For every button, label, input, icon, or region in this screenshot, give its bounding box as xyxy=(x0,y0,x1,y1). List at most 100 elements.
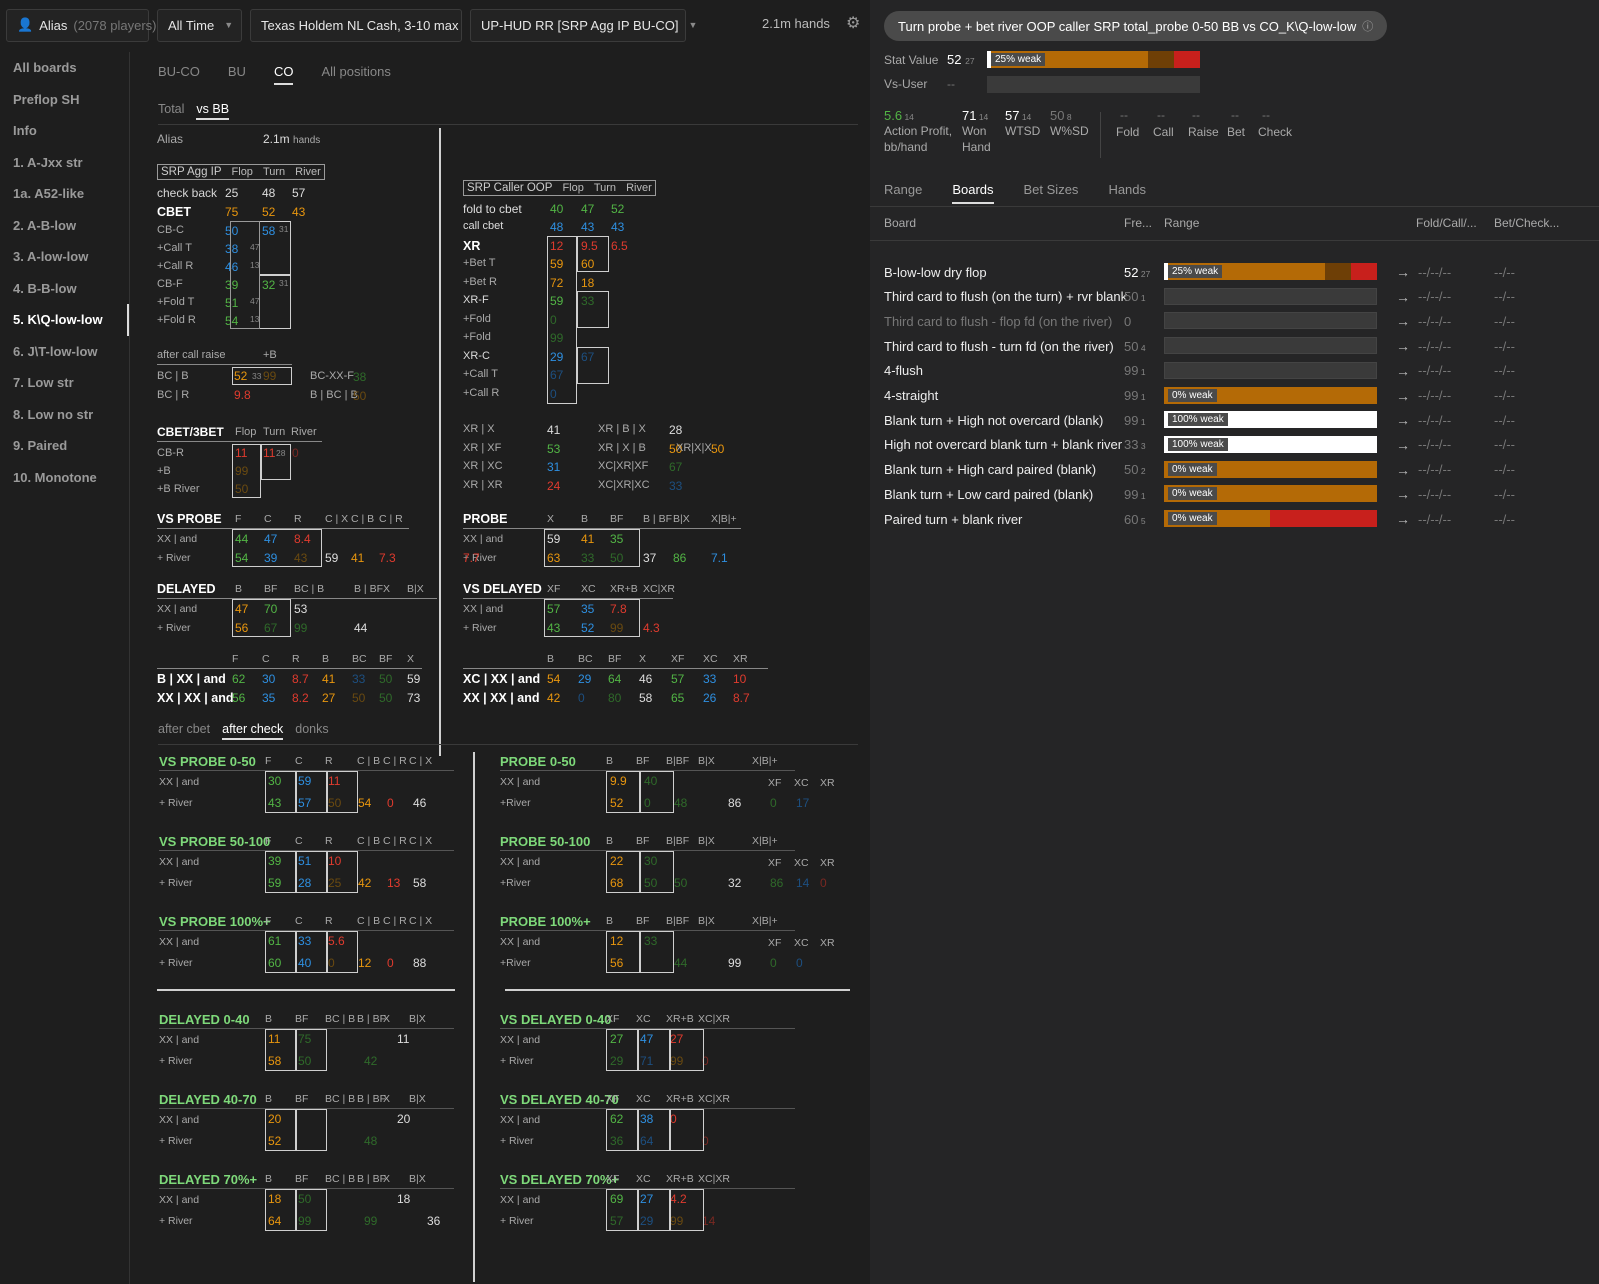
section-title: after call raise xyxy=(157,349,226,361)
arrow-right-icon[interactable]: → xyxy=(1396,313,1410,330)
value: 30 xyxy=(644,854,658,868)
row-label: BC | R xyxy=(157,389,190,401)
section-title: CBET/3BET xyxy=(157,425,224,439)
tab-after[interactable]: after check xyxy=(222,722,284,740)
row-label: +Call R xyxy=(463,386,500,399)
metric-value: 50 8 xyxy=(1050,108,1130,123)
stat-value: 52 27 xyxy=(947,52,975,67)
value: 36 xyxy=(427,1214,441,1228)
sidebar-item[interactable]: 10. Monotone xyxy=(13,469,97,485)
arrow-right-icon[interactable]: → xyxy=(1396,511,1410,527)
tab-detail[interactable]: Range xyxy=(884,182,923,197)
board-row[interactable]: Paired turn + blank river 60 5 0% weak → --/… xyxy=(884,507,1584,531)
row-label: XR | X | B xyxy=(598,441,646,454)
board-row[interactable]: B-low-low dry flop 52 27 25% weak → --/--/--… xyxy=(884,260,1584,284)
highlight-box xyxy=(640,851,674,893)
time-filter[interactable]: All Time ▼ xyxy=(157,8,242,42)
arrow-right-icon[interactable]: → xyxy=(1396,436,1410,453)
tab-after[interactable]: after cbet xyxy=(158,722,211,736)
sidebar-item[interactable]: 7. Low str xyxy=(13,375,74,391)
sidebar-item[interactable]: 6. J\T-low-low xyxy=(13,343,98,359)
sidebar-item[interactable]: 1. A-Jxx str xyxy=(13,154,83,170)
value: 9.9 xyxy=(610,774,627,788)
arrow-right-icon[interactable]: → xyxy=(1396,461,1410,478)
value: 35 xyxy=(610,532,624,546)
vs-user-label: Vs-User xyxy=(884,77,928,91)
column-header: Range xyxy=(1164,216,1200,230)
tab-position[interactable]: All positions xyxy=(321,64,391,79)
row-label: BC | B xyxy=(157,370,189,382)
value: 13 xyxy=(387,876,401,890)
board-row[interactable]: High not overcard blank turn + blank riv… xyxy=(884,433,1584,457)
board-row[interactable]: 4-straight 99 1 0% weak → --/--/-- --/-- xyxy=(884,384,1584,408)
arrow-right-icon[interactable]: → xyxy=(1396,288,1410,305)
tab-position[interactable]: CO xyxy=(273,64,294,85)
highlight-box xyxy=(259,275,291,329)
metric: 57 14 WTSD xyxy=(1005,108,1085,139)
highlight-box xyxy=(296,851,327,893)
highlight-box xyxy=(606,771,640,813)
board-sidebar: All boards Preflop SH Info 1. A-Jxx str 1a. … xyxy=(0,52,130,1284)
row-label: XX | and xyxy=(159,776,200,788)
value: 24 xyxy=(547,478,561,493)
frequency-value: 0 xyxy=(1124,313,1132,329)
stat-title: Turn probe + bet river OOP caller SRP to… xyxy=(898,18,1357,34)
tab-position[interactable]: BU xyxy=(227,64,246,79)
value: 59 xyxy=(550,294,564,308)
tab-opponent[interactable]: vs BB xyxy=(196,102,230,120)
tab-opponent[interactable]: Total xyxy=(158,102,185,116)
sidebar-item[interactable]: 2. A-B-low xyxy=(13,217,77,233)
board-row[interactable]: Blank turn + Low card paired (blank) 99 1… xyxy=(884,482,1584,506)
arrow-right-icon[interactable]: → xyxy=(1396,387,1410,404)
header-cell: BF xyxy=(608,653,622,665)
board-row[interactable]: Blank turn + High not overcard (blank) 99… xyxy=(884,408,1584,432)
sidebar-item[interactable]: Info xyxy=(13,123,37,139)
board-row[interactable]: Third card to flush (on the turn) + rvr … xyxy=(884,285,1584,309)
board-row[interactable]: Blank turn + High card paired (blank) 50 … xyxy=(884,458,1584,482)
arrow-right-icon[interactable]: → xyxy=(1396,362,1410,379)
game-filter[interactable]: Texas Holdem NL Cash, 3-10 max▼ xyxy=(250,8,477,42)
header-cell: C xyxy=(295,755,303,767)
tab-after[interactable]: donks xyxy=(295,722,329,736)
highlight-box xyxy=(670,1189,704,1231)
row-label: XC|XR|XC xyxy=(598,478,650,491)
arrow-right-icon[interactable]: → xyxy=(1396,338,1410,355)
tab-detail[interactable]: Hands xyxy=(1108,182,1147,197)
header-cell: C xyxy=(295,915,303,927)
value: 46 xyxy=(225,260,239,274)
value: 12 xyxy=(610,934,624,948)
stat-title-pill[interactable]: Turn probe + bet river OOP caller SRP to… xyxy=(884,11,1388,41)
header-cell: XR xyxy=(733,653,748,665)
tab-position[interactable]: BU-CO xyxy=(158,64,200,79)
highlight-box xyxy=(265,771,296,813)
value: 8.7 xyxy=(733,691,750,705)
value: 33 xyxy=(669,478,683,493)
row-label: XC | XX | and xyxy=(463,672,541,686)
board-row[interactable]: Third card to flush - flop fd (on the ri… xyxy=(884,309,1584,333)
sidebar-item[interactable]: All boards xyxy=(13,60,77,76)
info-icon[interactable]: ⓘ xyxy=(1362,21,1374,33)
sidebar-item[interactable]: 9. Paired xyxy=(13,438,68,454)
tab-detail[interactable]: Bet Sizes xyxy=(1023,182,1079,197)
arrow-right-icon[interactable]: → xyxy=(1396,486,1410,503)
arrow-right-icon[interactable]: → xyxy=(1396,412,1410,429)
sidebar-item[interactable]: 1a. A52-like xyxy=(13,186,85,202)
arrow-right-icon[interactable]: → xyxy=(1396,264,1410,280)
row-label: XX | and xyxy=(159,856,200,868)
board-row[interactable]: 4-flush 99 1 → --/--/-- --/-- xyxy=(884,359,1584,383)
stat-value-bar: 25% weak xyxy=(987,51,1200,68)
sidebar-item[interactable]: 4. B-B-low xyxy=(13,280,77,296)
sidebar-item[interactable]: Preflop SH xyxy=(13,91,80,107)
gear-icon[interactable]: ⚙ xyxy=(846,15,861,32)
value: 43 xyxy=(547,621,561,635)
sidebar-item[interactable]: 3. A-low-low xyxy=(13,249,89,265)
hud-filter[interactable]: UP-HUD RR [SRP Agg IP BU-CO] ▼ xyxy=(470,8,697,42)
player-selector[interactable]: 👤 Alias (2078 players) xyxy=(6,8,156,42)
board-row[interactable]: Third card to flush - turn fd (on the ri… xyxy=(884,334,1584,358)
row-label: XX | and xyxy=(159,936,200,948)
sidebar-item[interactable]: 8. Low no str xyxy=(13,406,94,422)
tab-detail[interactable]: Boards xyxy=(952,182,994,204)
value: 50 xyxy=(328,796,342,810)
sidebar-item[interactable]: 5. K\Q-low-low xyxy=(0,304,129,336)
